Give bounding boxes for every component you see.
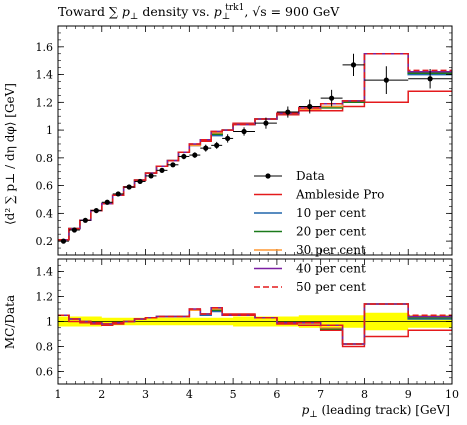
data-point [115,191,121,197]
data-point [104,199,110,205]
data-point [82,217,88,223]
ratio-series-50-per-cent [58,303,452,345]
chart-title: Toward ∑ p⊥ density vs. p⊥trk1, √s = 900… [58,3,340,22]
main-y-tick-label: 1.4 [36,69,54,82]
main-y-tick-label: 1 [46,124,53,137]
main-y-tick-label: 0.4 [36,207,54,220]
ratio-plot-panel: 0.6 0.8 1 1.2 1.4 1 2 3 4 5 6 7 8 9 10 [36,258,459,401]
main-series-20-per-cent [58,53,452,241]
x-tick-label: 4 [186,388,193,401]
data-point [285,109,291,115]
legend-label: 40 per cent [296,262,366,276]
ratio-frame [57,258,453,385]
legend-label: Data [296,169,325,183]
data-point [225,135,231,142]
main-y-tick-label: 0.2 [36,235,54,248]
data-point [427,76,433,82]
main-series-50-per-cent [58,53,452,241]
data-point [71,227,78,233]
data-point [148,173,154,179]
x-tick-label: 3 [142,388,149,401]
main-series-30-per-cent [58,53,452,241]
main-series-40-per-cent [58,53,452,241]
legend-label: Ambleside Pro [295,188,384,202]
ratio-y-tick-label: 0.6 [36,366,54,379]
ratio-y-tick-label: 1.2 [36,291,54,304]
main-frame [57,25,453,256]
legend-label: 10 per cent [296,206,366,220]
ratio-y-tick-label: 1.4 [36,266,54,279]
legend-label: 30 per cent [296,243,366,257]
x-tick-label: 7 [317,388,324,401]
x-tick-label: 2 [98,388,105,401]
x-tick-label: 6 [273,388,280,401]
data-point [159,167,165,173]
data-point [350,62,357,68]
x-axis-label: p⊥ (leading track) [GeV] [302,403,450,420]
data-point [263,120,269,126]
x-tick-label: 5 [230,388,237,401]
main-y-tick-label: 0.6 [36,180,54,193]
main-series-10-per-cent [58,53,452,241]
x-tick-label: 9 [405,388,412,401]
legend-marker-data [265,173,271,179]
legend: Data Ambleside Pro 10 per cent 20 per cent 3… [254,169,384,294]
data-point [170,162,176,168]
data-point [307,103,313,110]
data-point [192,152,198,158]
ratio-y-tick-label: 1 [46,316,53,329]
data-point [329,95,335,101]
main-y-tick-label: 0.8 [36,152,54,165]
main-plot-panel: 0.2 0.4 0.6 0.8 1 1.2 1.4 1.6 [36,25,453,256]
data-point [93,207,99,214]
data-point [241,128,247,135]
data-point [181,153,187,160]
x-tick-label: 10 [445,388,459,401]
ratio-y-tick-label: 0.8 [36,341,54,354]
data-point [126,184,132,190]
main-y-tick-label: 1.2 [36,96,54,109]
main-y-axis-label: ⟨d² ∑ p⊥ / dη dφ⟩ [GeV] [3,83,17,225]
main-y-tick-label: 1.6 [36,41,54,54]
x-tick-label: 1 [55,388,62,401]
data-point [137,178,143,185]
x-tick-label: 8 [361,388,368,401]
legend-label: 50 per cent [296,280,366,294]
ratio-y-axis-label: MC/Data [3,295,17,349]
data-point [203,145,209,151]
data-point [383,77,389,83]
data-point [214,142,220,148]
main-series-ambleside-pro [58,90,452,241]
legend-label: 20 per cent [296,225,366,239]
